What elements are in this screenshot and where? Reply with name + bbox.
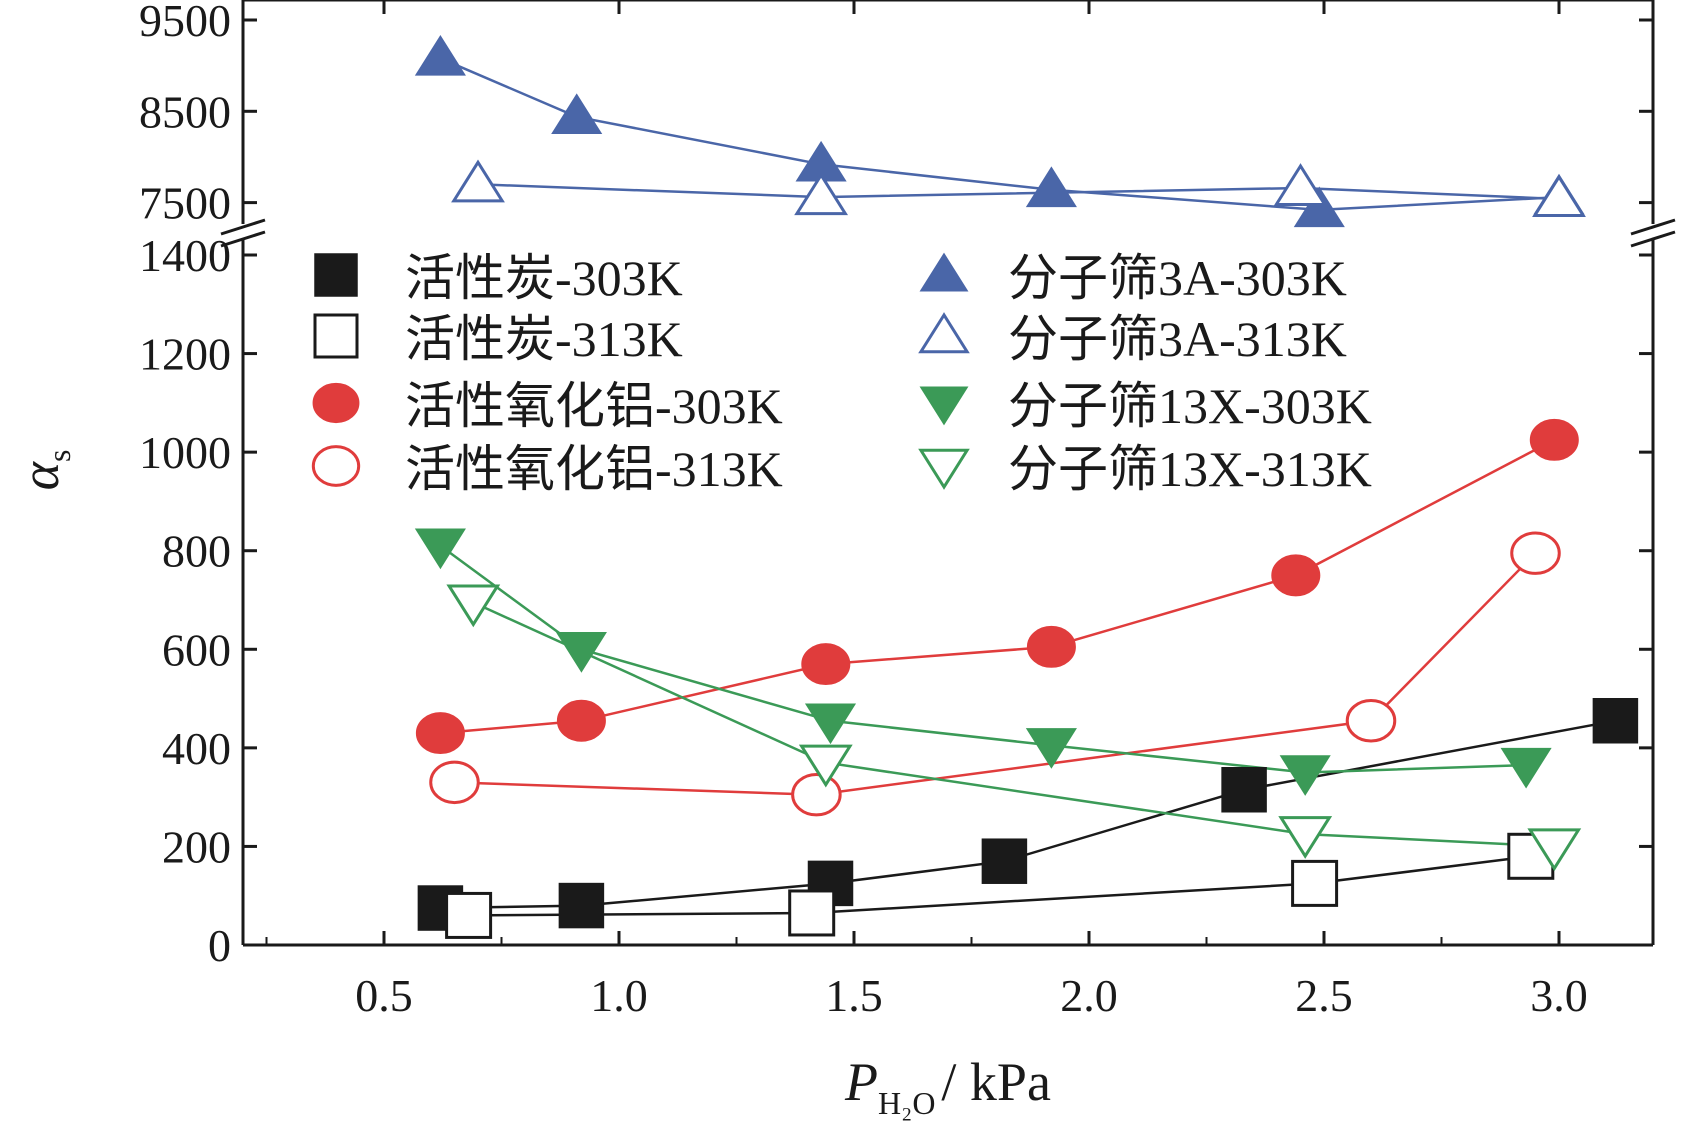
data-point [794,172,849,216]
data-point [415,712,465,755]
data-point [791,772,842,817]
y-tick-label: 600 [162,624,231,675]
data-point [1279,755,1331,796]
data-point [555,632,607,673]
legend-label: 分子筛13X-313K [1008,441,1372,497]
axis-break-mark-right [1630,218,1676,236]
x-axis-title-unit: / kPa [941,1052,1051,1112]
data-point [1026,625,1076,668]
legend-marker [312,382,360,424]
x-tick-label: 2.5 [1295,970,1353,1021]
legend-label: 分子筛13X-303K [1008,378,1372,434]
data-point [1025,728,1077,769]
y-tick-label: 800 [162,526,231,577]
axis-ticks: 0.5 1.0 1.5 2.0 2.5 3.0 0 200 400 600 800 1000 1200 1… [139,0,1653,1021]
series-line-4 [439,57,1560,212]
data-point [798,744,853,788]
series-line-1 [468,855,1531,917]
legend-label: 分子筛3A-303K [1008,250,1347,306]
y-tick-label: 0 [208,920,231,971]
data-point [1529,418,1579,461]
legend-label: 活性炭-313K [405,311,683,367]
plot-frame [220,0,1676,947]
y-tick-label: 8500 [139,86,231,137]
data-point [446,584,501,628]
legend-label: 分子筛3A-313K [1008,311,1347,367]
data-point [1345,699,1397,743]
data-point [451,159,505,203]
y-axis-title-symbol: α [10,460,70,490]
data-point [1592,698,1639,744]
legend-label: 活性炭-303K [405,250,683,306]
data-point [788,889,836,937]
series-markers [414,34,1639,939]
data-point [551,93,603,135]
legend-label: 活性氧化铝-303K [405,378,783,434]
x-tick-label: 0.5 [355,970,413,1021]
data-point [1500,747,1552,789]
legend-marker [918,312,970,354]
axis-break-mark-left [220,230,266,248]
y-tick-label: 400 [162,723,231,774]
data-point [1221,767,1267,813]
y-tick-label: 1000 [139,427,231,478]
legend-marker [919,252,969,292]
axis-break-mark-right [1630,230,1676,248]
x-axis-title: PH₂O / kPa [844,1052,1051,1121]
x-axis-title-subscript: H₂O [878,1085,935,1121]
data-point [1293,186,1345,228]
y-tick-label: 9500 [139,0,231,46]
x-tick-label: 1.5 [825,970,883,1021]
legend-marker [919,386,969,426]
data-point [1532,174,1586,217]
data-point [1271,554,1321,597]
legend-marker [918,448,970,490]
series-line-0 [440,719,1616,910]
legend-marker [313,313,359,359]
data-point [1510,531,1561,575]
data-point [1278,816,1333,859]
data-point [804,703,857,745]
x-axis-title-symbol: P [844,1052,878,1112]
x-tick-label: 1.0 [590,970,648,1021]
data-point [801,643,851,686]
data-point [445,891,493,939]
data-point [556,699,606,742]
data-point [558,882,605,929]
data-point [1273,163,1328,206]
axis-break-mark-left [220,218,266,236]
axis-titles: PH₂O / kPa αs [10,450,1051,1121]
series-line-3 [454,552,1537,796]
y-axis-title: αs [10,450,77,491]
y-tick-label: 200 [162,821,231,872]
legend-marker [314,253,358,297]
y-tick-label: 7500 [139,178,231,229]
legend-label: 活性氧化铝-313K [405,441,783,497]
x-tick-label: 2.0 [1060,970,1118,1021]
data-point [1291,859,1339,907]
y-tick-label: 1200 [139,329,231,380]
data-point [1025,166,1077,208]
data-point [429,760,480,805]
x-tick-label: 3.0 [1530,970,1588,1021]
data-point [1527,828,1582,872]
series-line-7 [472,601,1555,848]
data-point [414,528,466,570]
y-tick-label: 1400 [139,230,231,281]
y-axis-title-subscript: s [41,450,77,462]
legend-marker [311,445,361,487]
data-point [981,838,1028,884]
data-point [414,34,466,76]
